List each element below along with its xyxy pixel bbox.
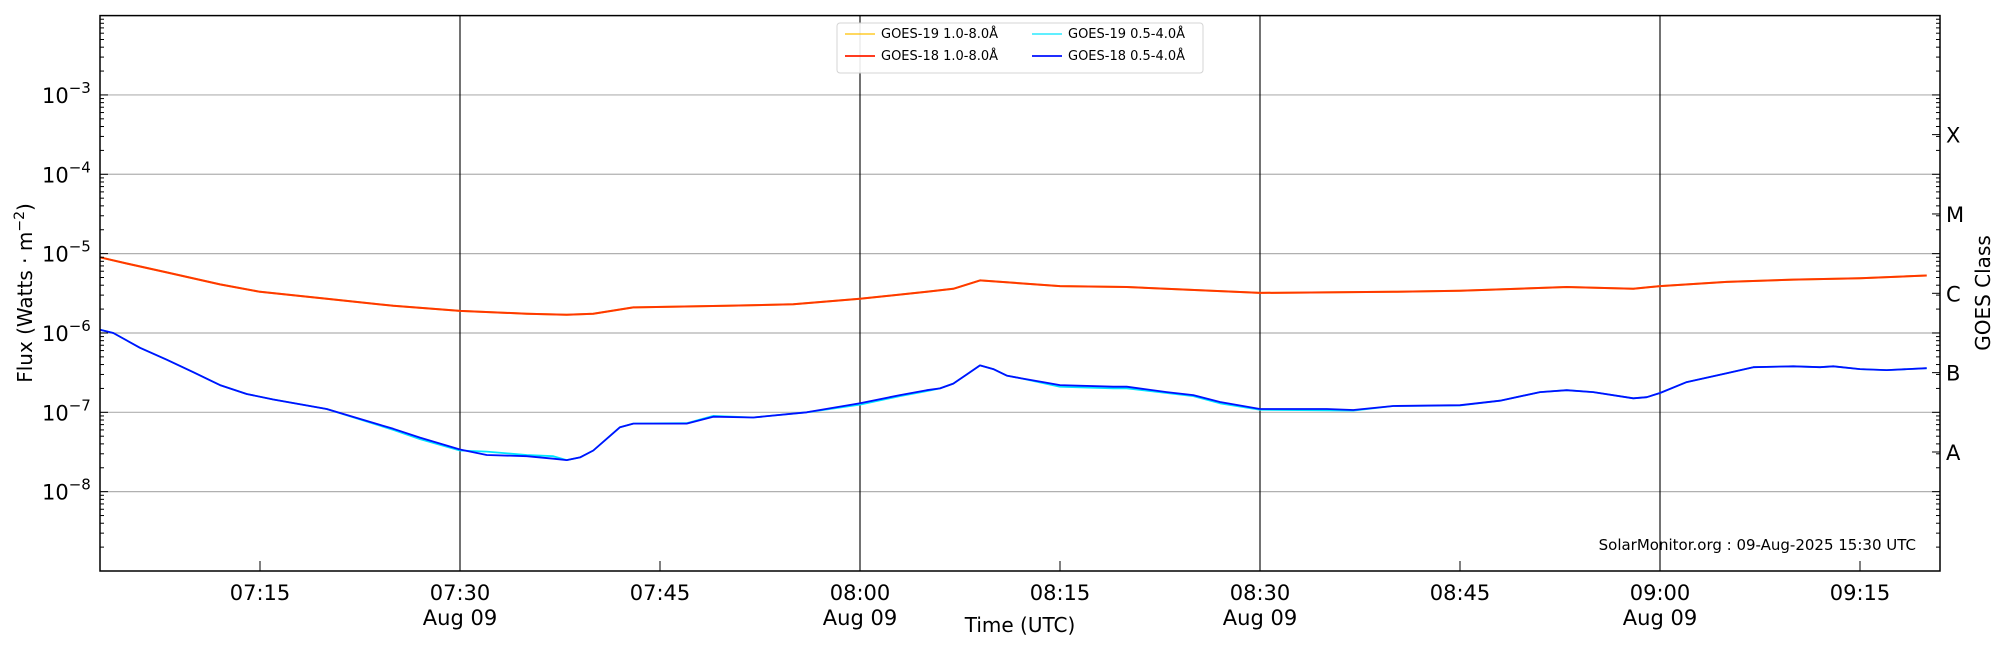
- x-tick-label: 07:15: [230, 581, 291, 605]
- y-tick-exponent: −5: [69, 238, 91, 256]
- y-tick-label: 10−4: [42, 158, 91, 187]
- legend-box: [836, 22, 1204, 74]
- watermark: SolarMonitor.org : 09-Aug-2025 15:30 UTC: [1599, 536, 1916, 554]
- y-tick-label: 10−3: [42, 79, 91, 108]
- plot-frame: [99, 14, 1941, 572]
- y-tick-exponent: −8: [69, 476, 91, 494]
- y-tick-base: 10: [42, 163, 69, 187]
- x-tick-label: 08:30: [1230, 581, 1291, 605]
- legend-label: GOES-18 0.5-4.0Å: [1068, 48, 1185, 64]
- x-tick-label: 08:15: [1030, 581, 1091, 605]
- x-tick-label: 08:45: [1430, 581, 1491, 605]
- x-tick-label: 09:15: [1830, 581, 1891, 605]
- y-tick-base: 10: [42, 481, 69, 505]
- x-tick-label: 09:00: [1630, 581, 1691, 605]
- x-tick-date: Aug 09: [423, 606, 497, 630]
- y-tick-exponent: −4: [69, 158, 91, 176]
- x-tick-date: Aug 09: [1623, 606, 1697, 630]
- y-tick-base: 10: [42, 84, 69, 108]
- y-tick-base: 10: [42, 243, 69, 267]
- y-tick-base: 10: [42, 322, 69, 346]
- x-tick-label: 08:00: [830, 581, 891, 605]
- x-tick-label: 07:45: [630, 581, 691, 605]
- series-line-goes-18-0-5-4-0-: [99, 328, 1927, 462]
- y-tick-base: 10: [42, 401, 69, 425]
- y-tick-label: 10−8: [42, 476, 91, 505]
- y-tick-exponent: −7: [69, 396, 91, 414]
- x-axis-label: Time (UTC): [964, 613, 1076, 637]
- x-tick-date: Aug 09: [1223, 606, 1297, 630]
- legend: GOES-19 1.0-8.0Å GOES-18 1.0-8.0Å GOES-19 …: [836, 22, 1204, 74]
- legend-label: GOES-18 1.0-8.0Å: [881, 48, 998, 64]
- goes-class-label: A: [1946, 441, 1961, 465]
- series-lines: [99, 256, 1927, 462]
- y-tick-exponent: −6: [69, 317, 91, 335]
- goes-class-label: B: [1946, 362, 1960, 386]
- goes-class-label: C: [1946, 282, 1961, 306]
- gridlines: [100, 15, 1940, 571]
- y-tick-exponent: −3: [69, 79, 91, 97]
- y-tick-label: 10−5: [42, 238, 91, 267]
- y-tick-label: 10−7: [42, 396, 91, 425]
- legend-label: GOES-19 1.0-8.0Å: [881, 26, 998, 42]
- legend-label: GOES-19 0.5-4.0Å: [1068, 26, 1185, 42]
- goes-class-label: X: [1946, 124, 1960, 148]
- y-tick-label: 10−6: [42, 317, 91, 346]
- x-tick-date: Aug 09: [823, 606, 897, 630]
- goes-class-label: M: [1946, 203, 1964, 227]
- y2-axis-label: GOES Class: [1971, 235, 1995, 351]
- y-axis-label: Flux (Watts · m−2): [12, 203, 37, 383]
- series-line-goes-18-1-0-8-0-: [99, 256, 1927, 316]
- x-tick-label: 07:30: [430, 581, 491, 605]
